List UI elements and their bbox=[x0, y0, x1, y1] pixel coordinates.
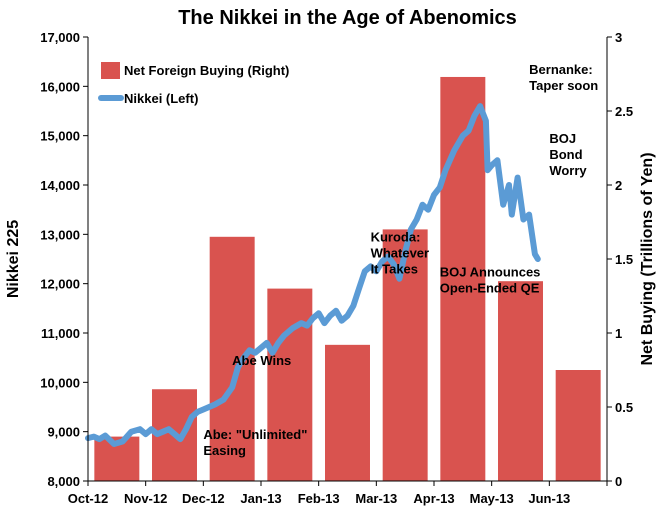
bar-series bbox=[94, 76, 601, 482]
bar-Jan-13 bbox=[267, 288, 313, 481]
right-tick-label: 0 bbox=[615, 474, 622, 489]
x-tick-label: Jan-13 bbox=[240, 491, 281, 506]
right-tick-label: 3 bbox=[615, 30, 622, 45]
x-tick-label: Dec-12 bbox=[182, 491, 225, 506]
annotation-line: It Takes bbox=[371, 262, 418, 277]
x-tick-label: Jun-13 bbox=[528, 491, 570, 506]
x-tick-label: Apr-13 bbox=[413, 491, 454, 506]
x-tick-label: Feb-13 bbox=[298, 491, 340, 506]
legend-label-line: Nikkei (Left) bbox=[124, 91, 198, 106]
left-tick-label: 10,000 bbox=[40, 375, 80, 390]
right-axis-title: Net Buying (Trillions of Yen) bbox=[639, 152, 656, 365]
bar-Mar-13 bbox=[382, 229, 428, 481]
x-tick-label: May-13 bbox=[470, 491, 514, 506]
annotation-line: Kuroda: bbox=[371, 230, 421, 245]
bar-Feb-13 bbox=[325, 344, 370, 481]
right-tick-label: 1 bbox=[615, 326, 622, 341]
left-tick-label: 14,000 bbox=[40, 178, 80, 193]
annotation: Bernanke: Taper soon bbox=[529, 62, 598, 93]
annotation-line: Abe Wins bbox=[232, 353, 291, 368]
x-tick-label: Nov-12 bbox=[124, 491, 167, 506]
left-tick-label: 9,000 bbox=[47, 425, 80, 440]
x-axis-ticks: Oct-12 Nov-12 Dec-12 Jan-13 Feb-13 Mar-13 Apr-… bbox=[68, 481, 608, 506]
left-axis-ticks: 8,000 9,000 10,000 11,000 12,000 13,000 14,000… bbox=[40, 30, 88, 489]
annotation-line: Abe: "Unlimited" bbox=[203, 427, 307, 442]
annotation: BOJ Bond Worry bbox=[549, 131, 587, 178]
left-tick-label: 17,000 bbox=[40, 30, 80, 45]
annotation-line: Bond bbox=[549, 147, 582, 162]
annotation-line: Whatever bbox=[371, 246, 430, 261]
annotation: Abe: "Unlimited" Easing bbox=[203, 427, 307, 458]
nikkei-line bbox=[85, 103, 541, 447]
x-tick-label: Mar-13 bbox=[355, 491, 397, 506]
annotation-line: Open-Ended QE bbox=[440, 280, 540, 295]
bar-Apr-13 bbox=[440, 76, 486, 482]
chart-title: The Nikkei in the Age of Abenomics bbox=[178, 7, 517, 29]
bar-Jun-13 bbox=[555, 370, 601, 481]
annotation-line: Worry bbox=[549, 163, 587, 178]
left-tick-label: 13,000 bbox=[40, 227, 80, 242]
annotation: Abe Wins bbox=[232, 353, 291, 368]
right-tick-label: 2.5 bbox=[615, 104, 633, 119]
annotation-line: Taper soon bbox=[529, 78, 598, 93]
legend-label-bar: Net Foreign Buying (Right) bbox=[124, 63, 289, 78]
right-tick-label: 1.5 bbox=[615, 252, 633, 267]
bar-Dec-12 bbox=[209, 236, 255, 481]
left-tick-label: 11,000 bbox=[41, 326, 80, 341]
right-tick-label: 2 bbox=[615, 178, 622, 193]
annotation-line: BOJ bbox=[549, 131, 576, 146]
left-axis-title: Nikkei 225 bbox=[5, 220, 22, 298]
bar-May-13 bbox=[498, 281, 543, 481]
annotation-line: Bernanke: bbox=[529, 62, 593, 77]
left-tick-label: 8,000 bbox=[47, 474, 80, 489]
left-tick-label: 16,000 bbox=[40, 79, 80, 94]
right-tick-label: 0.5 bbox=[615, 400, 633, 415]
annotation-line: Easing bbox=[203, 443, 246, 458]
legend: Net Foreign Buying (Right) Nikkei (Left) bbox=[98, 62, 289, 106]
x-tick-label: Oct-12 bbox=[68, 491, 108, 506]
right-axis-ticks: 0 0.5 1 1.5 2 2.5 3 bbox=[607, 30, 633, 489]
annotation-line: BOJ Announces bbox=[440, 264, 541, 279]
annotation: Kuroda: Whatever It Takes bbox=[371, 230, 430, 277]
legend-bar-swatch bbox=[101, 62, 120, 79]
annotation: BOJ Announces Open-Ended QE bbox=[440, 264, 541, 295]
left-tick-label: 15,000 bbox=[40, 129, 80, 144]
left-tick-label: 12,000 bbox=[40, 277, 80, 292]
line-series bbox=[85, 103, 541, 447]
annotations: Abe: "Unlimited" Easing Abe Wins Kuroda: Wha… bbox=[203, 62, 598, 458]
